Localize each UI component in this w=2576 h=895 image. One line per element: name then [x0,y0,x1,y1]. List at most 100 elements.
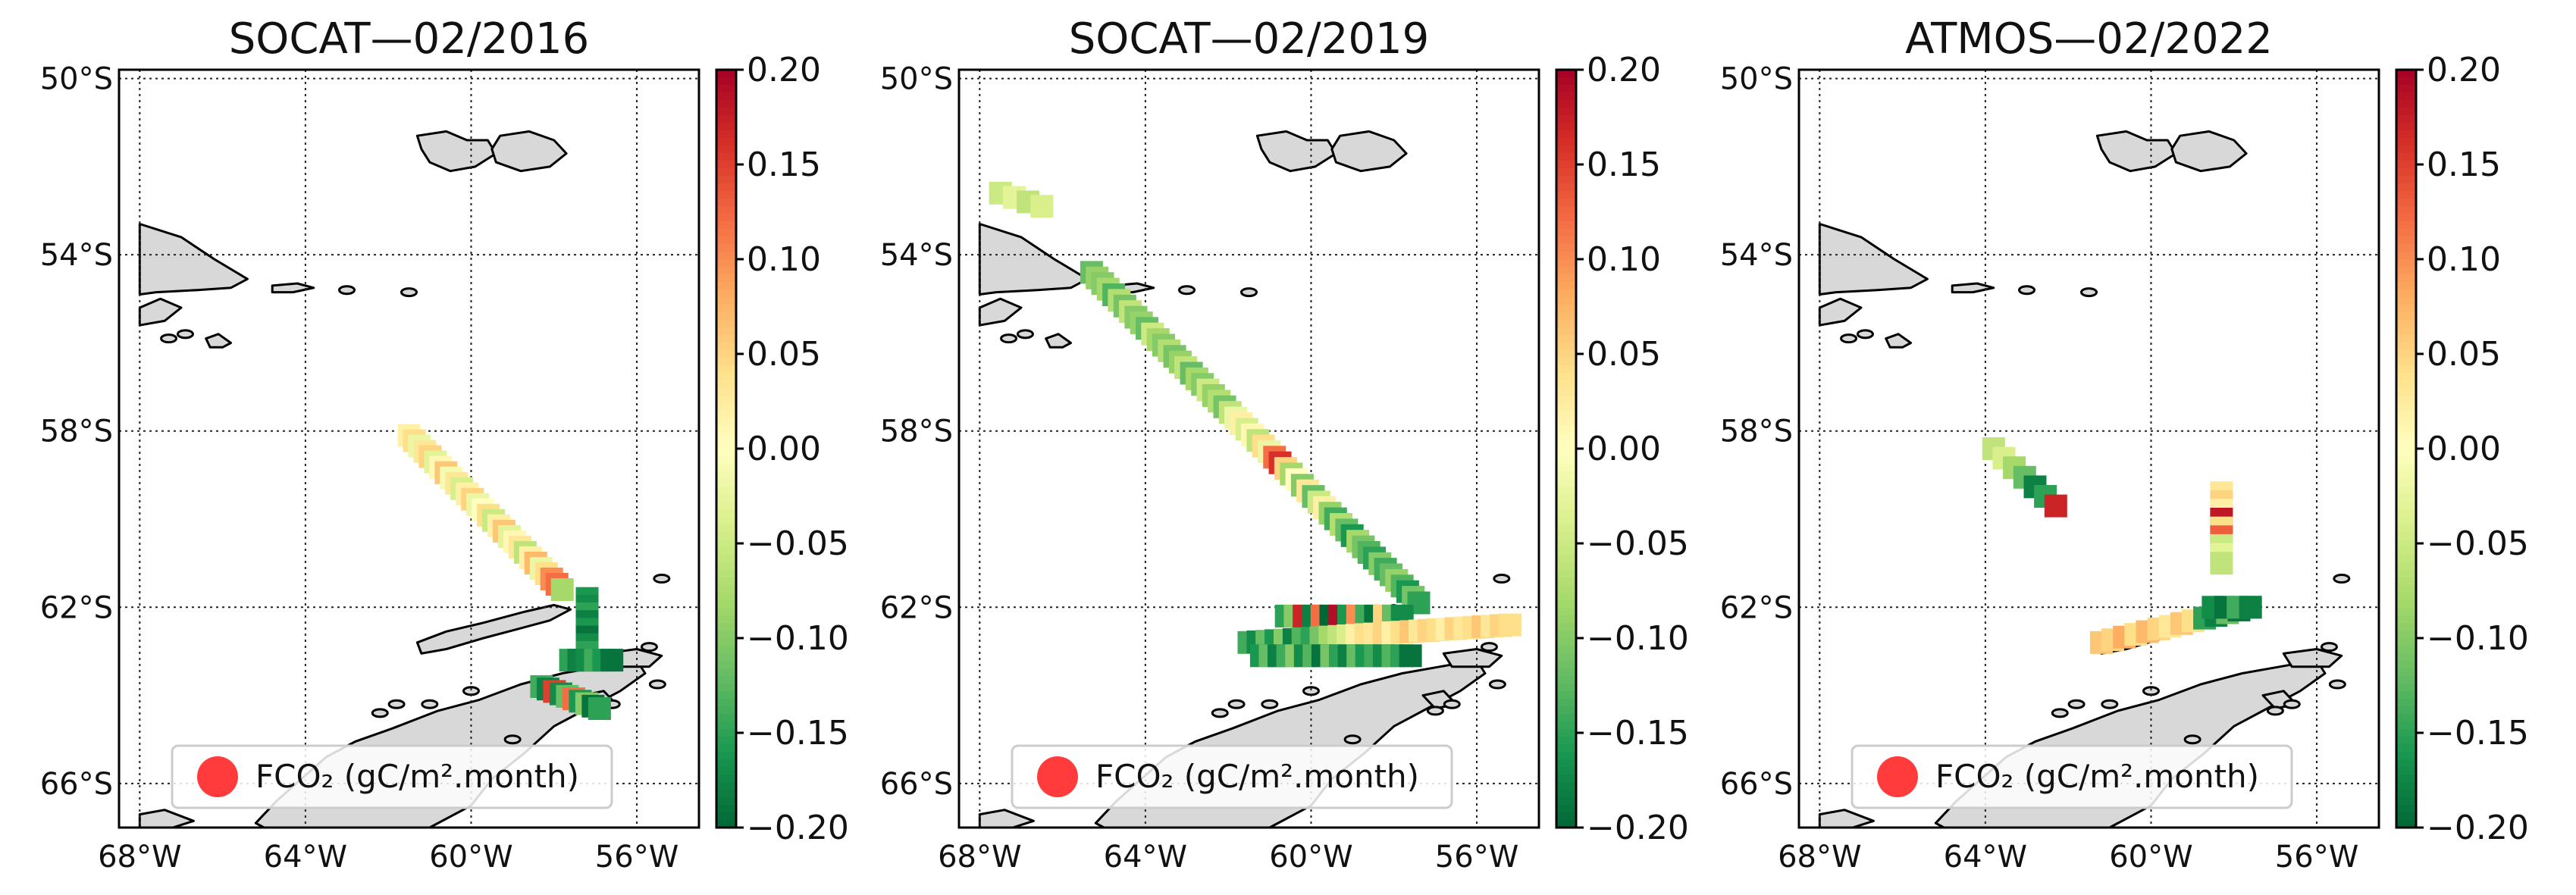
colorbar-segment [716,805,736,813]
colorbar-segment [2396,684,2416,692]
colorbar-segment [2396,805,2416,813]
colorbar-segment [2396,312,2416,321]
island-outline [1211,708,1229,718]
colorbar-segment [1556,540,1576,548]
island-outline [421,699,439,709]
island-outline [648,679,666,690]
y-tick-label: 50°S [40,62,113,97]
colorbar-segment [716,70,736,78]
colorbar-segment [716,600,736,609]
colorbar-segment [1556,449,1576,457]
colorbar-segment [2396,699,2416,707]
x-tick-label: 68°W [938,840,1021,875]
colorbar-segment [716,464,736,472]
colorbar-tick-label: −0.15 [747,714,849,753]
colorbar-segment [1556,729,1576,737]
island-outline [2183,734,2202,745]
colorbar-segment [716,123,736,131]
colorbar-segment [716,820,736,828]
colorbar-segment [716,297,736,305]
colorbar-segment [716,365,736,374]
y-tick-label: 66°S [40,767,113,802]
colorbar-segment [2396,820,2416,828]
colorbar-segment [716,92,736,101]
legend-box [1011,744,1453,809]
colorbar-segment [716,721,736,730]
colorbar-segment [1556,312,1576,321]
colorbar-segment [1556,699,1576,707]
colorbar-segment [1556,600,1576,609]
colorbar-segment [716,320,736,328]
colorbar: 0.20 0.15 0.10 0.05 0.00 −0.05 −0.10 −0.15 −0.20 [1555,51,1689,847]
land-polygon [1885,333,1912,349]
colorbar-segment [2396,623,2416,631]
colorbar-segment [716,638,736,646]
legend: FCO₂ (gC/m².month) [1851,744,2293,809]
colorbar-tick-label: −0.05 [1587,524,1689,563]
colorbar-segment [1556,77,1576,86]
colorbar-segment [1556,403,1576,412]
colorbar-segment [1556,517,1576,525]
colorbar-segment [1556,153,1576,161]
legend-marker [1037,756,1078,797]
colorbar-segment [1556,236,1576,245]
flux-track [1249,644,1422,668]
colorbar-tick-label: −0.10 [1587,619,1689,658]
colorbar-segment [1556,547,1576,555]
colorbar-segment [1556,646,1576,654]
colorbar-segment [716,85,736,93]
colorbar-segment [2396,176,2416,184]
colorbar-tick-label: 0.15 [747,146,821,184]
colorbar-segment [1556,335,1576,343]
colorbar-segment [2396,775,2416,783]
colorbar-segment [1556,229,1576,237]
colorbar-segment [1556,752,1576,760]
colorbar-segment [1556,221,1576,230]
flux-track [2210,481,2233,575]
colorbar-segment [1556,502,1576,510]
colorbar-segment [2396,214,2416,222]
colorbar-segment [2396,85,2416,93]
colorbar-segment [1556,782,1576,790]
colorbar: 0.20 0.15 0.10 0.05 0.00 −0.05 −0.10 −0.15 −0.20 [2395,51,2529,847]
flux-track [2089,596,2262,654]
colorbar-tick-label: 0.10 [1587,240,1661,279]
colorbar-segment [2396,653,2416,662]
colorbar-segment [2396,646,2416,654]
colorbar-segment [2396,252,2416,260]
colorbar-segment [1556,358,1576,366]
colorbar-segment [2396,812,2416,821]
y-tick-label: 58°S [880,415,953,449]
colorbar-segment [1556,396,1576,404]
colorbar-segment [2396,146,2416,154]
colorbar-segment [1556,555,1576,563]
land-polygon [978,223,1089,296]
island-outline [1240,287,1258,298]
colorbar-segment [1556,418,1576,427]
colorbar-segment [2396,517,2416,525]
colorbar-segment [1556,115,1576,124]
colorbar-segment [716,274,736,283]
colorbar-segment [2396,403,2416,412]
colorbar-segment [1556,411,1576,419]
land-polygon [978,809,1035,829]
legend: FCO₂ (gC/m².month) [171,744,613,809]
colorbar-segment [1556,267,1576,275]
colorbar-segment [716,199,736,207]
colorbar-segment [2396,737,2416,745]
colorbar-segment [1556,388,1576,396]
land-polygon [138,223,249,296]
x-tick-label: 56°W [595,840,678,875]
x-tick-label: 68°W [98,840,181,875]
colorbar-segment [716,441,736,449]
island-outline [1488,679,1506,690]
colorbar-segment [716,775,736,783]
colorbar-segment [716,100,736,108]
colorbar-segment [716,782,736,790]
island-outline [1178,285,1196,296]
island-outline [1261,699,1279,709]
colorbar-segment [2396,524,2416,533]
island-outline [653,574,671,584]
legend-label: FCO₂ (gC/m².month) [1935,758,2259,795]
colorbar-segment [1556,593,1576,601]
